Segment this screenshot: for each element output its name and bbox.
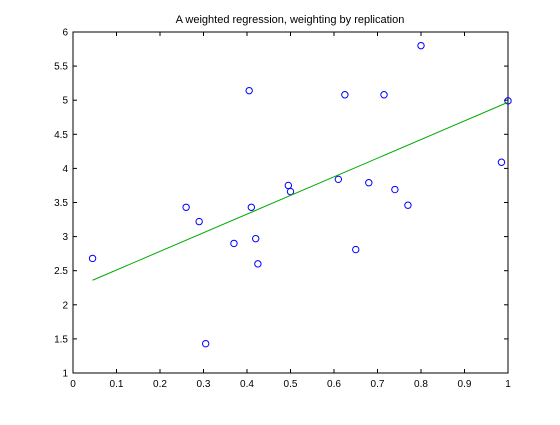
plot-frame [72, 31, 509, 374]
y-tick-label: 5 [62, 96, 68, 107]
y-tick-label: 2.5 [54, 266, 68, 277]
data-point [254, 260, 262, 268]
data-point [497, 158, 506, 166]
y-tick-label: 5.5 [54, 62, 68, 73]
y-tick-label: 1.5 [54, 334, 68, 345]
x-tick-label: 0.4 [240, 379, 254, 390]
y-tick-label: 4 [62, 164, 68, 175]
data-point [195, 217, 203, 226]
data-point [504, 97, 512, 105]
x-tick-label: 1 [505, 379, 511, 390]
x-tick-label: 0.2 [153, 379, 167, 390]
y-tick-label: 3.5 [54, 198, 68, 209]
regression-line [92, 101, 509, 281]
data-point [341, 91, 349, 99]
data-point [391, 185, 399, 194]
data-point [365, 179, 373, 187]
x-tick-label: 0.9 [458, 379, 472, 390]
data-point [230, 239, 238, 248]
data-point [182, 203, 190, 211]
plot-area: 0 0.1 0.2 0.3 0.4 0.5 0.6 0.7 0.8 0.9 1 1 1.5 2 2.5 3 3.… [54, 28, 512, 390]
chart-title: A weighted regression, weighting by repl… [176, 14, 405, 26]
x-tick-label: 0.7 [371, 379, 385, 390]
y-tick-label: 6 [62, 28, 68, 39]
x-tick-label: 0 [70, 379, 76, 390]
data-point [380, 91, 388, 99]
data-point [334, 175, 343, 184]
data-point [245, 86, 253, 95]
data-point [286, 187, 295, 196]
data-point [201, 339, 210, 348]
data-point [404, 201, 412, 209]
y-tick-label: 2 [62, 300, 68, 311]
y-tick-label: 3 [62, 232, 68, 243]
data-point [247, 203, 256, 211]
x-tick-label: 0.1 [110, 379, 124, 390]
y-tick-label: 1 [62, 369, 68, 380]
data-point [417, 41, 425, 50]
data-point [352, 245, 360, 254]
x-tick-label: 0.8 [414, 379, 428, 390]
x-tick-label: 0.5 [284, 379, 298, 390]
x-tick-label: 0.6 [327, 379, 341, 390]
y-tick-label: 4.5 [54, 130, 68, 141]
data-point [252, 234, 260, 243]
x-tick-label: 0.3 [197, 379, 211, 390]
data-point [88, 254, 97, 263]
